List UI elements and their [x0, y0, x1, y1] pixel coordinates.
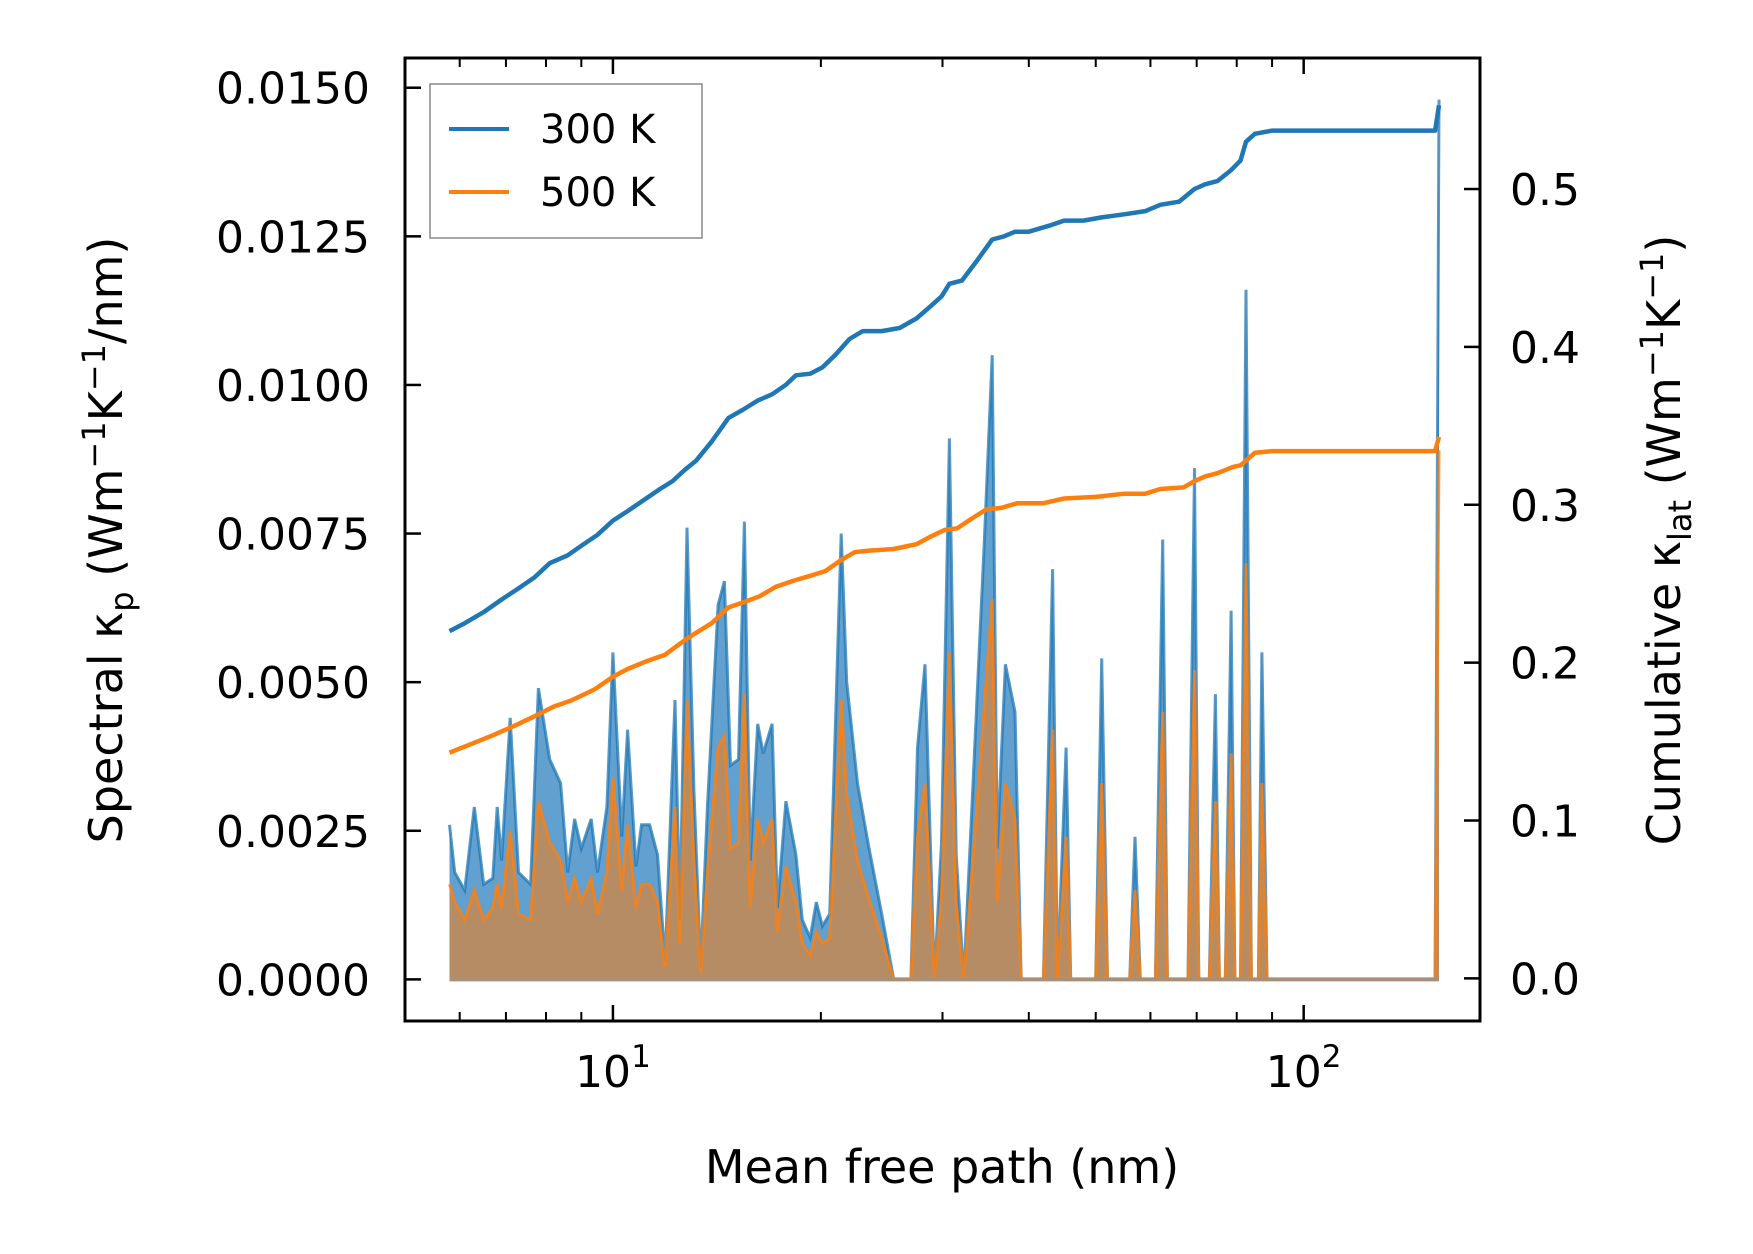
y-left-tick-label: 0.0075: [216, 510, 370, 561]
legend: 300 K 500 K: [429, 83, 703, 239]
x-tick-labels: 101 102: [575, 1039, 1341, 1098]
x-axis-title: Mean free path (nm): [705, 1140, 1179, 1194]
legend-box: [429, 83, 703, 239]
cumulative-line-300k: [448, 105, 1442, 634]
y-left-axis-title: Spectral κp (Wm−1K−1/nm): [75, 237, 141, 844]
legend-label-500k: 500 K: [540, 170, 657, 216]
y-right-tick-label: 0.0: [1510, 954, 1580, 1005]
y-right-tick-label: 0.4: [1510, 323, 1580, 374]
cumulative-line-500k: [448, 436, 1442, 755]
y-left-tick-label: 0.0150: [216, 64, 370, 115]
y-left-tick-label: 0.0000: [216, 955, 370, 1006]
y-left-tick-label: 0.0100: [216, 361, 370, 412]
y-right-tick-label: 0.1: [1510, 797, 1580, 848]
plot-area: [448, 99, 1442, 982]
y-right-tick-label: 0.5: [1510, 165, 1580, 216]
y-left-tick-label: 0.0050: [216, 658, 370, 709]
y-left-tick-label: 0.0025: [216, 807, 370, 858]
y-left-tick-labels: 0.0000 0.0025 0.0050 0.0075 0.0100 0.0125 0.01…: [216, 64, 370, 1007]
x-tick-label: 102: [1266, 1039, 1342, 1098]
y-right-tick-label: 0.3: [1510, 481, 1580, 532]
plot-frame: [403, 56, 1482, 1023]
legend-label-300k: 300 K: [540, 107, 657, 153]
y-right-axis-title: Cumulative κlat (Wm−1K−1): [1633, 235, 1699, 846]
x-tick-label: 101: [575, 1039, 651, 1098]
y-left-tick-label: 0.0125: [216, 212, 370, 263]
y-right-tick-label: 0.2: [1510, 639, 1580, 690]
y-right-tick-labels: 0.0 0.1 0.2 0.3 0.4 0.5: [1510, 165, 1580, 1005]
